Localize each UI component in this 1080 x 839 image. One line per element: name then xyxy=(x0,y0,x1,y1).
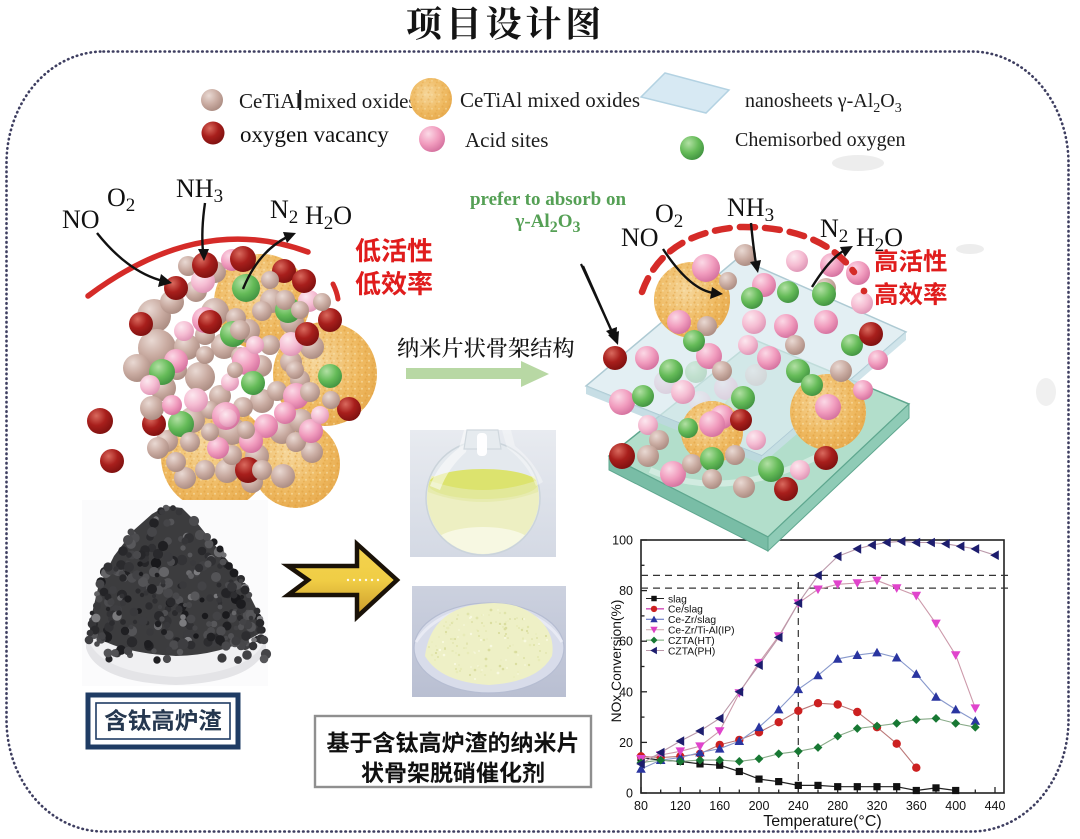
svg-text:γ-Al2O3: γ-Al2O3 xyxy=(515,211,581,236)
svg-text:120: 120 xyxy=(670,799,691,813)
svg-text:N2: N2 xyxy=(820,214,848,247)
svg-text:O2: O2 xyxy=(655,199,683,232)
svg-text:80: 80 xyxy=(634,799,648,813)
svg-text:CeTiAl mixed oxides: CeTiAl mixed oxides xyxy=(460,88,640,112)
svg-text:Ce/slag: Ce/slag xyxy=(668,605,703,616)
svg-text:NH3: NH3 xyxy=(727,193,774,226)
svg-text:prefer to absorb on: prefer to absorb on xyxy=(470,189,626,210)
svg-text:Chemisorbed oxygen: Chemisorbed oxygen xyxy=(735,129,906,151)
svg-text:NH3: NH3 xyxy=(176,174,223,207)
svg-text:NO: NO xyxy=(62,205,100,234)
svg-text:40: 40 xyxy=(619,685,633,699)
svg-text:400: 400 xyxy=(945,799,966,813)
svg-text:100: 100 xyxy=(612,534,633,548)
svg-text:Ce-Zr/slag: Ce-Zr/slag xyxy=(668,615,716,626)
svg-text:80: 80 xyxy=(619,584,633,598)
svg-text:H2O: H2O xyxy=(305,201,352,234)
svg-text:nanosheets γ-Al2O3: nanosheets γ-Al2O3 xyxy=(745,90,902,116)
svg-text:320: 320 xyxy=(867,799,888,813)
svg-text:CZTA(HT): CZTA(HT) xyxy=(668,636,715,647)
svg-text:20: 20 xyxy=(619,736,633,750)
svg-text:CeTiAl: CeTiAl xyxy=(239,89,301,113)
svg-text:mixed oxides: mixed oxides xyxy=(304,89,417,113)
svg-text:NO: NO xyxy=(621,223,659,252)
svg-text:440: 440 xyxy=(985,799,1006,813)
svg-text:Acid sites: Acid sites xyxy=(465,128,548,152)
svg-text:Temperature(°C): Temperature(°C) xyxy=(763,813,881,830)
svg-text:0: 0 xyxy=(626,787,633,801)
svg-text:oxygen vacancy: oxygen vacancy xyxy=(240,122,389,147)
svg-text:CZTA(PH): CZTA(PH) xyxy=(668,646,715,657)
svg-text:160: 160 xyxy=(709,799,730,813)
svg-text:240: 240 xyxy=(788,799,809,813)
svg-text:60: 60 xyxy=(619,635,633,649)
svg-text:200: 200 xyxy=(749,799,770,813)
svg-text:NOx Conversion(%): NOx Conversion(%) xyxy=(609,600,624,723)
svg-text:Ce-Zr/Ti-Al(IP): Ce-Zr/Ti-Al(IP) xyxy=(668,626,735,637)
svg-text:360: 360 xyxy=(906,799,927,813)
svg-text:H2O: H2O xyxy=(856,223,903,256)
svg-text:280: 280 xyxy=(827,799,848,813)
svg-text:slag: slag xyxy=(668,594,687,605)
svg-text:O2: O2 xyxy=(107,183,135,216)
svg-text:N2: N2 xyxy=(270,195,298,228)
